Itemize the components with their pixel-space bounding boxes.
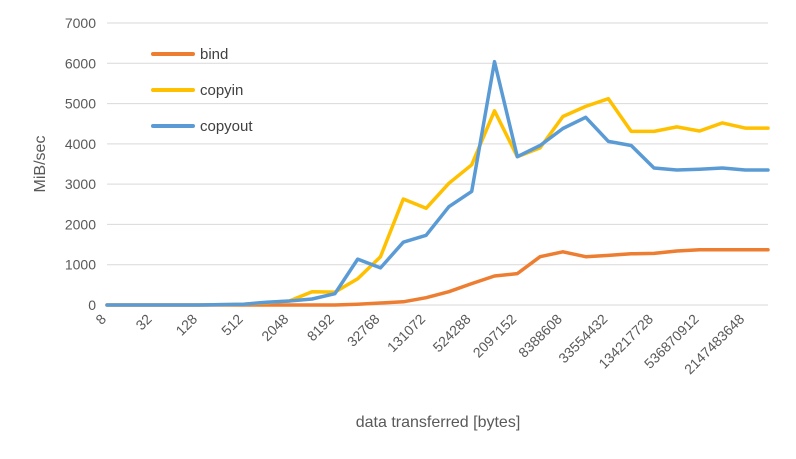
y-tick-label: 4000 <box>65 136 96 152</box>
x-tick-label: 524288 <box>429 311 473 355</box>
x-tick-label: 131072 <box>384 311 428 355</box>
legend-label-copyout: copyout <box>200 118 253 135</box>
series-line-bind <box>105 248 770 307</box>
y-tick-label: 1000 <box>65 257 96 273</box>
x-tick-label: 128 <box>172 311 200 339</box>
x-tick-label: 2097152 <box>470 311 520 361</box>
y-tick-label: 3000 <box>65 176 96 192</box>
legend: bind copyin copyout <box>151 46 253 135</box>
series-lines <box>105 59 770 307</box>
x-tick-label: 32768 <box>344 311 383 350</box>
y-axis-ticks: 0 1000 2000 3000 4000 5000 6000 7000 <box>65 15 96 313</box>
gridlines <box>107 22 768 306</box>
y-tick-label: 7000 <box>65 15 96 31</box>
series-line-copyout <box>105 59 770 307</box>
legend-label-copyin: copyin <box>200 82 243 99</box>
x-tick-label: 2048 <box>258 311 291 344</box>
x-tick-label: 32 <box>132 311 154 333</box>
x-axis-title: data transferred [bytes] <box>356 414 521 431</box>
x-tick-label: 8192 <box>304 311 337 344</box>
legend-label-bind: bind <box>200 46 228 63</box>
x-axis-ticks: 8 32 128 512 2048 8192 32768 131072 524288209715… <box>92 311 747 378</box>
y-tick-label: 6000 <box>65 55 96 71</box>
x-tick-label: 512 <box>218 311 246 339</box>
y-tick-label: 0 <box>88 297 96 313</box>
x-tick-label: 8 <box>92 311 109 328</box>
y-tick-label: 2000 <box>65 216 96 232</box>
y-axis-title: MiB/sec <box>32 136 49 193</box>
y-tick-label: 5000 <box>65 96 96 112</box>
